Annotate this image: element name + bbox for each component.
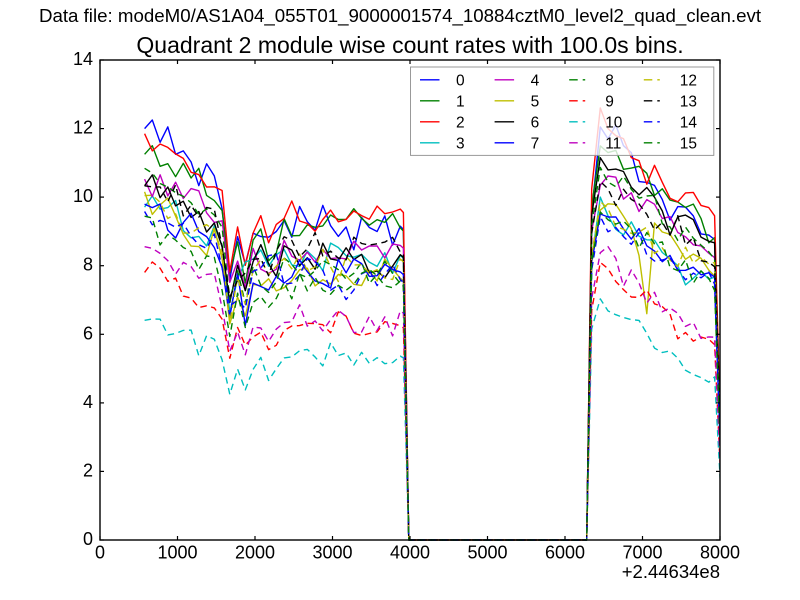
svg-text:13: 13 — [680, 93, 697, 110]
svg-text:3: 3 — [456, 135, 465, 152]
svg-text:1000: 1000 — [157, 543, 197, 563]
svg-text:3000: 3000 — [312, 543, 352, 563]
svg-text:5000: 5000 — [467, 543, 507, 563]
svg-text:11: 11 — [605, 135, 621, 152]
svg-text:14: 14 — [680, 114, 698, 131]
svg-text:1: 1 — [456, 93, 465, 110]
svg-text:Data file: modeM0/AS1A04_055T0: Data file: modeM0/AS1A04_055T01_90000015… — [39, 5, 762, 27]
svg-text:6: 6 — [83, 323, 93, 343]
svg-text:8: 8 — [605, 72, 614, 89]
svg-text:7000: 7000 — [622, 543, 662, 563]
svg-text:2: 2 — [83, 460, 93, 480]
svg-text:4: 4 — [531, 72, 540, 89]
svg-text:8000: 8000 — [700, 543, 740, 563]
svg-text:0: 0 — [83, 529, 93, 549]
svg-text:2: 2 — [456, 114, 465, 131]
svg-text:4: 4 — [83, 392, 93, 412]
svg-text:0: 0 — [95, 543, 105, 563]
svg-text:6: 6 — [531, 114, 540, 131]
svg-text:7: 7 — [531, 135, 540, 152]
svg-text:14: 14 — [73, 49, 93, 69]
svg-text:12: 12 — [680, 72, 697, 89]
svg-text:10: 10 — [73, 186, 93, 206]
svg-text:15: 15 — [680, 135, 697, 152]
svg-text:Quadrant 2 module wise count r: Quadrant 2 module wise count rates with … — [136, 32, 683, 58]
svg-text:2000: 2000 — [235, 543, 275, 563]
svg-text:9: 9 — [605, 93, 614, 110]
svg-text:8: 8 — [83, 255, 93, 275]
svg-text:10: 10 — [605, 114, 623, 131]
svg-text:0: 0 — [456, 72, 465, 89]
svg-text:6000: 6000 — [545, 543, 585, 563]
svg-text:+2.44634e8: +2.44634e8 — [622, 561, 720, 582]
svg-text:4000: 4000 — [390, 543, 430, 563]
svg-text:12: 12 — [73, 118, 93, 138]
svg-text:5: 5 — [531, 93, 540, 110]
